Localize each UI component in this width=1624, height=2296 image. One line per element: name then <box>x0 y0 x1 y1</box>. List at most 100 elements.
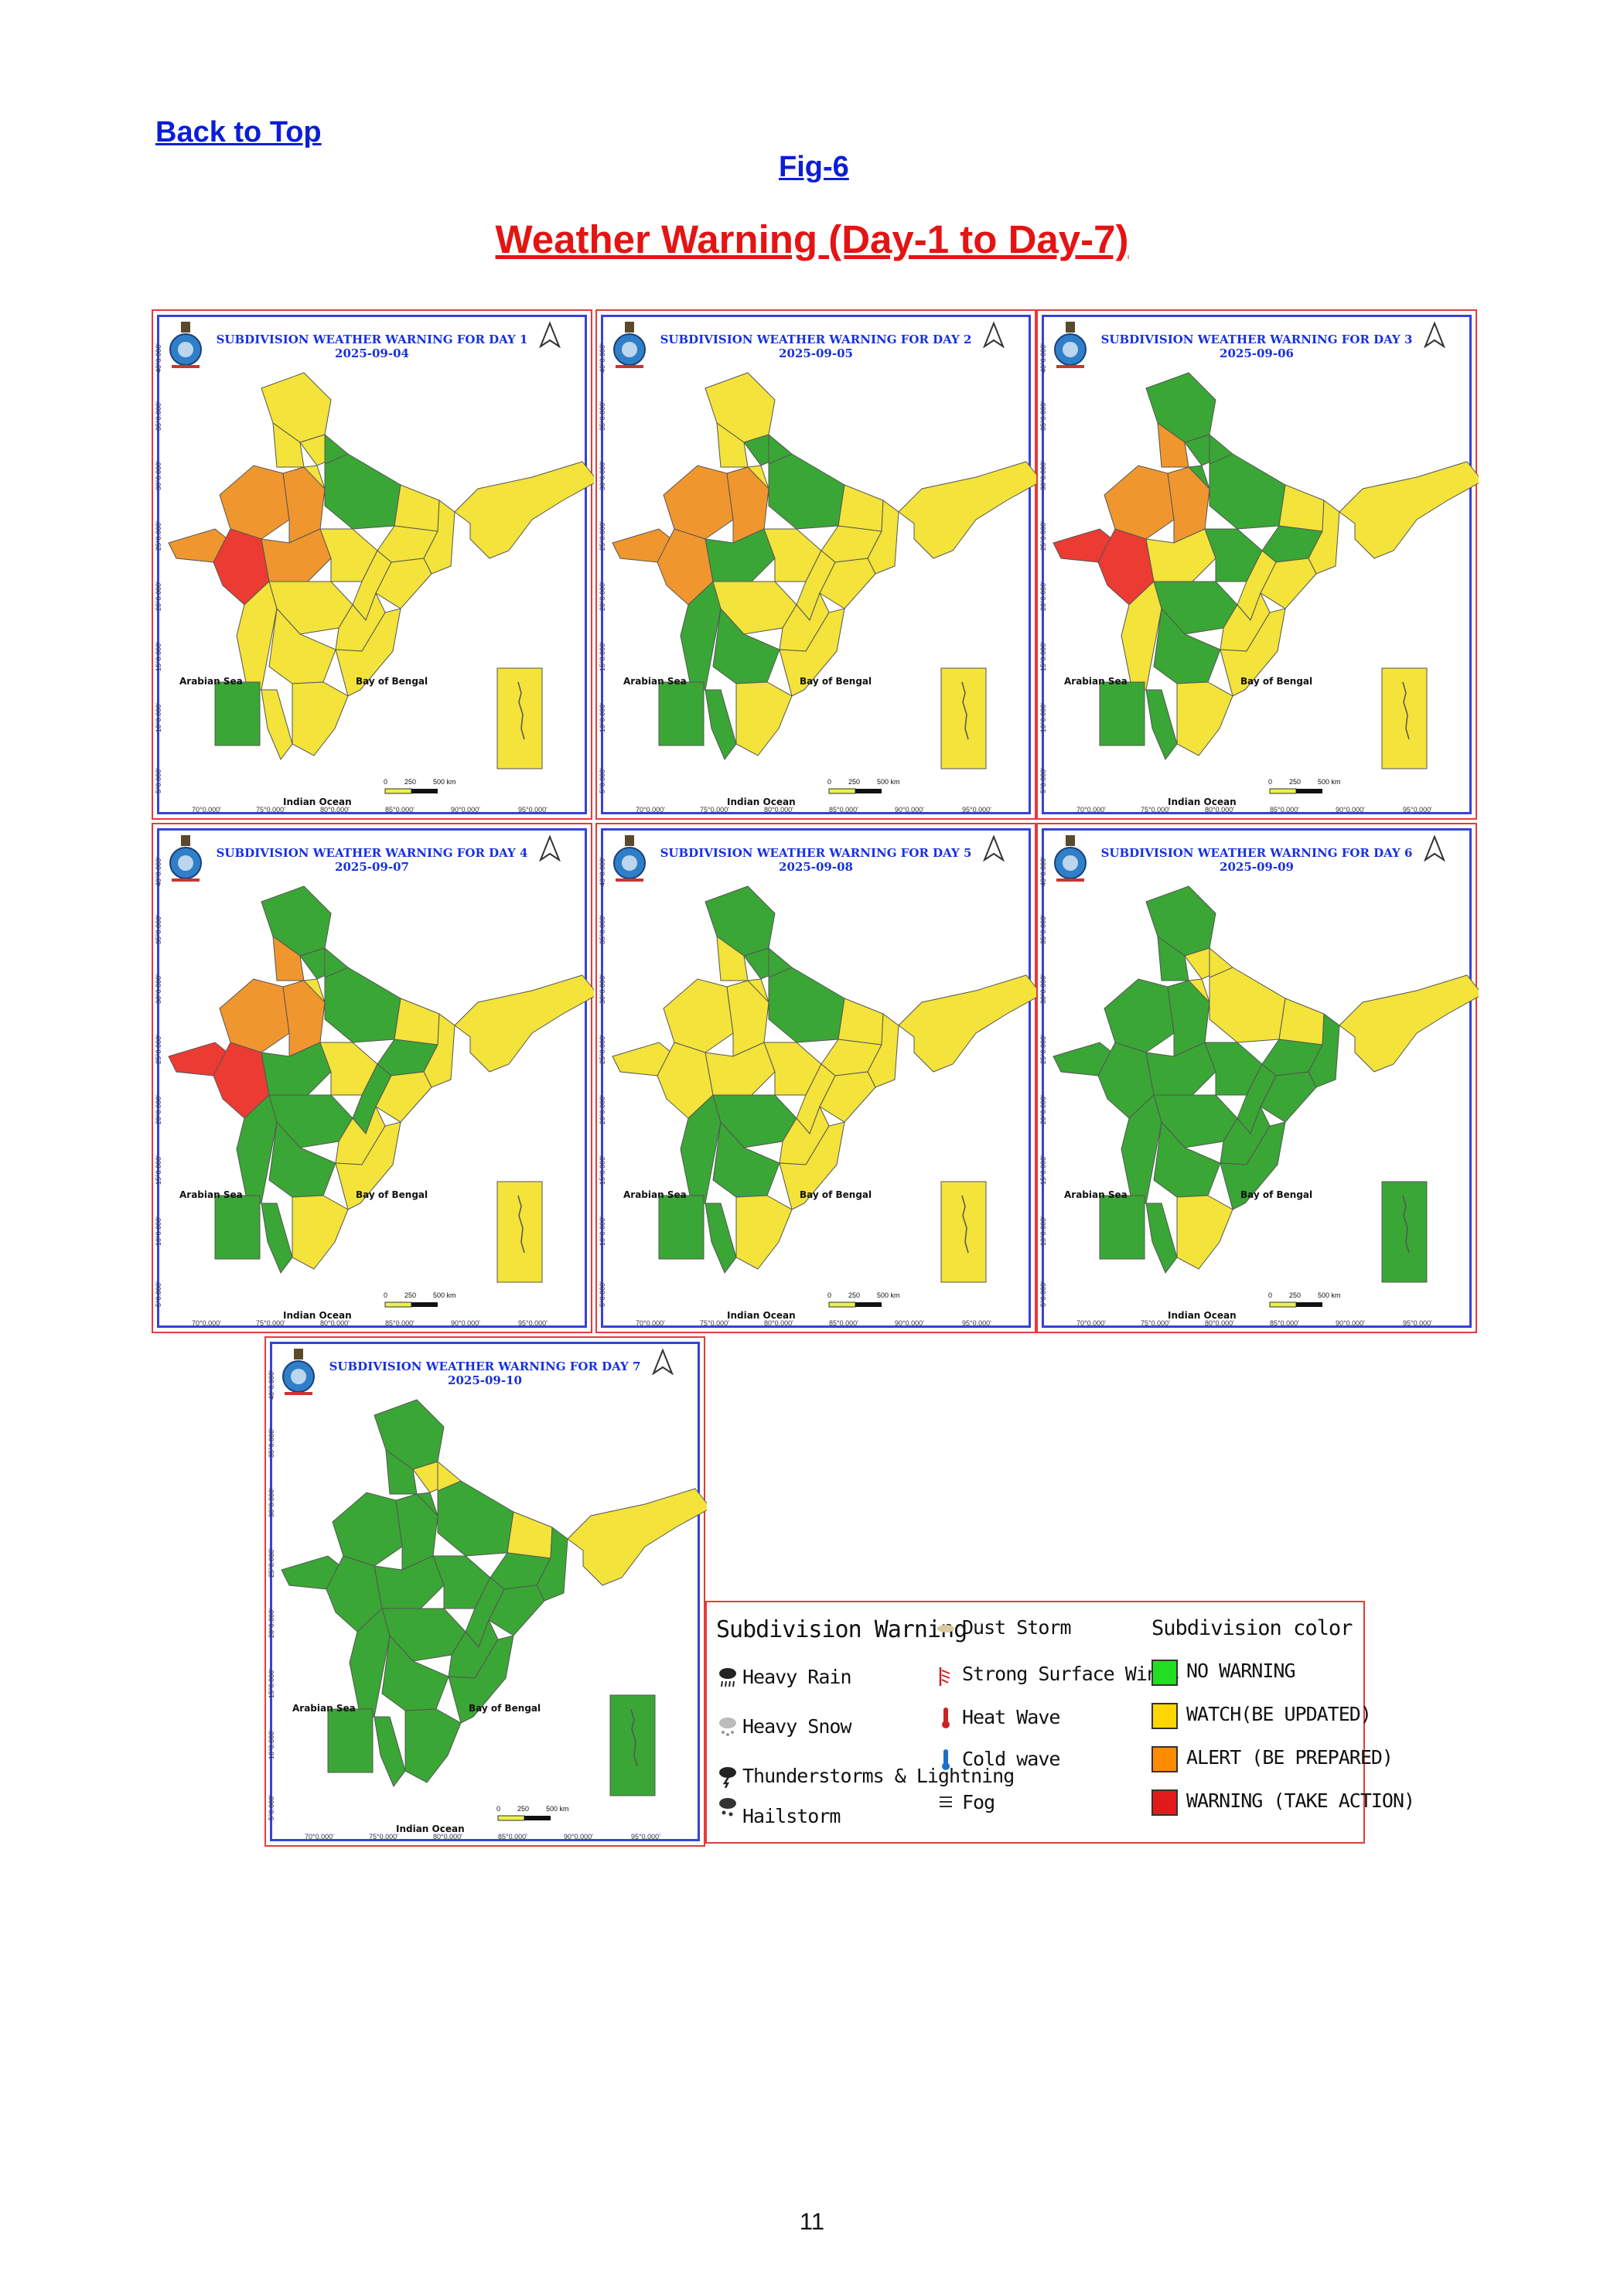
y-tick-label: 15°0.000' <box>1039 1155 1047 1185</box>
region-jk <box>374 1399 445 1470</box>
map-title: SUBDIVISION WEATHER WARNING FOR DAY 6 20… <box>1100 846 1413 874</box>
scale-bar-yellow <box>1269 1302 1297 1308</box>
label-indian-ocean: Indian Ocean <box>727 797 796 807</box>
region-ne <box>1339 974 1479 1073</box>
scale-bar-yellow <box>384 1302 412 1308</box>
region-bihar <box>394 484 440 532</box>
india-map <box>612 885 1038 1308</box>
y-tick-label: 10°0.000' <box>155 1216 162 1246</box>
scale-label-250: 250 <box>517 1805 530 1813</box>
label-bay-of-bengal: Bay of Bengal <box>356 1189 428 1200</box>
label-arabian-sea: Arabian Sea <box>179 1189 243 1200</box>
heavy-rain-icon <box>719 1668 736 1687</box>
y-tick-label: 5°0.000' <box>1039 768 1047 793</box>
region-ne <box>567 1488 707 1586</box>
label-arabian-sea: Arabian Sea <box>292 1703 356 1714</box>
imd-emblem-icon <box>169 835 202 882</box>
y-tick-label: 15°0.000' <box>599 642 606 671</box>
scale-bar-dark <box>855 789 882 793</box>
andaman-inset <box>496 1181 543 1283</box>
y-tick-label: 35°0.000' <box>1039 401 1047 431</box>
label-arabian-sea: Arabian Sea <box>1064 1189 1128 1200</box>
north-arrow-icon <box>983 322 1005 348</box>
india-map <box>1053 372 1479 794</box>
y-tick-label: 5°0.000' <box>155 1281 162 1307</box>
label-indian-ocean: Indian Ocean <box>1168 797 1237 807</box>
figure-title: Weather Warning (Day-1 to Day-7) <box>495 217 1129 261</box>
swatch-warning <box>1151 1789 1178 1816</box>
scale-bar-dark <box>855 1302 882 1307</box>
andaman-inset <box>940 1181 987 1283</box>
y-tick-label: 25°0.000' <box>155 521 162 551</box>
x-tick-label: 75°0.000' <box>256 806 285 814</box>
region-kerala <box>1145 689 1178 760</box>
imd-emblem-icon <box>169 322 202 368</box>
map-frame <box>1042 828 1472 1328</box>
scale-label-250: 250 <box>1289 1291 1302 1299</box>
map-frame <box>601 828 1031 1328</box>
label-indian-ocean: Indian Ocean <box>1168 1310 1237 1321</box>
region-up <box>768 453 845 530</box>
region-up <box>324 967 401 1043</box>
region-kerala <box>374 1716 406 1787</box>
lakshadweep-inset <box>327 1708 374 1773</box>
y-tick-label: 25°0.000' <box>155 1035 162 1064</box>
region-kerala <box>705 1203 737 1274</box>
x-tick-label: 75°0.000' <box>700 1319 729 1327</box>
legend-thunderstorms: Thunderstorms & Lightning <box>742 1765 1015 1787</box>
x-tick-label: 85°0.000' <box>829 1319 858 1327</box>
scale-bar-dark <box>411 1302 438 1307</box>
y-tick-label: 30°0.000' <box>1039 461 1047 490</box>
scale-label-0: 0 <box>827 1291 832 1299</box>
x-tick-label: 80°0.000' <box>433 1833 462 1841</box>
x-tick-label: 80°0.000' <box>320 1319 350 1327</box>
lakshadweep-inset <box>1099 1195 1145 1260</box>
y-tick-label: 35°0.000' <box>599 915 606 944</box>
y-tick-label: 40°0.000' <box>155 343 162 373</box>
y-tick-label: 20°0.000' <box>155 1095 162 1124</box>
scale-bar-yellow <box>1269 788 1297 794</box>
y-tick-label: 5°0.000' <box>599 1281 606 1307</box>
region-up <box>768 967 845 1043</box>
region-raj_w <box>1104 978 1175 1053</box>
y-tick-label: 25°0.000' <box>268 1548 275 1578</box>
scale-label-0: 0 <box>384 1291 388 1299</box>
y-tick-label: 15°0.000' <box>155 1155 162 1185</box>
region-raj_w <box>332 1492 403 1567</box>
region-ap <box>779 608 845 697</box>
label-arabian-sea: Arabian Sea <box>1064 676 1128 687</box>
y-tick-label: 25°0.000' <box>599 521 606 551</box>
region-up <box>1209 453 1286 530</box>
scale-label-500: 500 km <box>877 778 900 786</box>
region-raj_w <box>219 465 290 540</box>
india-map <box>281 1399 707 1821</box>
x-tick-label: 75°0.000' <box>700 806 729 814</box>
india-map <box>612 372 1038 794</box>
lakshadweep-inset <box>658 681 705 746</box>
scale-label-250: 250 <box>848 778 861 786</box>
region-tn <box>1176 1195 1233 1270</box>
hailstorm-icon <box>719 1798 736 1817</box>
y-tick-label: 15°0.000' <box>599 1155 606 1185</box>
x-tick-label: 95°0.000' <box>518 1319 548 1327</box>
y-tick-label: 30°0.000' <box>155 974 162 1004</box>
y-tick-label: 25°0.000' <box>1039 1035 1047 1064</box>
scale-label-250: 250 <box>1289 778 1302 786</box>
y-tick-label: 40°0.000' <box>599 857 606 886</box>
label-arabian-sea: Arabian Sea <box>623 1189 687 1200</box>
region-raj_w <box>663 978 734 1053</box>
x-tick-label: 70°0.000' <box>636 806 665 814</box>
y-tick-label: 30°0.000' <box>155 461 162 490</box>
andaman-inset <box>496 667 543 769</box>
region-jk <box>261 372 332 443</box>
y-tick-label: 20°0.000' <box>599 1095 606 1124</box>
legend-heavy-rain: Heavy Rain <box>742 1666 852 1688</box>
scale-bar-dark <box>524 1816 551 1820</box>
north-arrow-icon <box>652 1349 674 1375</box>
imd-emblem-icon <box>282 1349 315 1395</box>
north-arrow-icon <box>539 322 561 348</box>
back-to-top-link[interactable]: Back to Top <box>155 116 322 148</box>
legend-watch: WATCH(BE UPDATED) <box>1186 1703 1372 1725</box>
y-tick-label: 20°0.000' <box>1039 1095 1047 1124</box>
legend-fog: Fog <box>962 1791 995 1813</box>
